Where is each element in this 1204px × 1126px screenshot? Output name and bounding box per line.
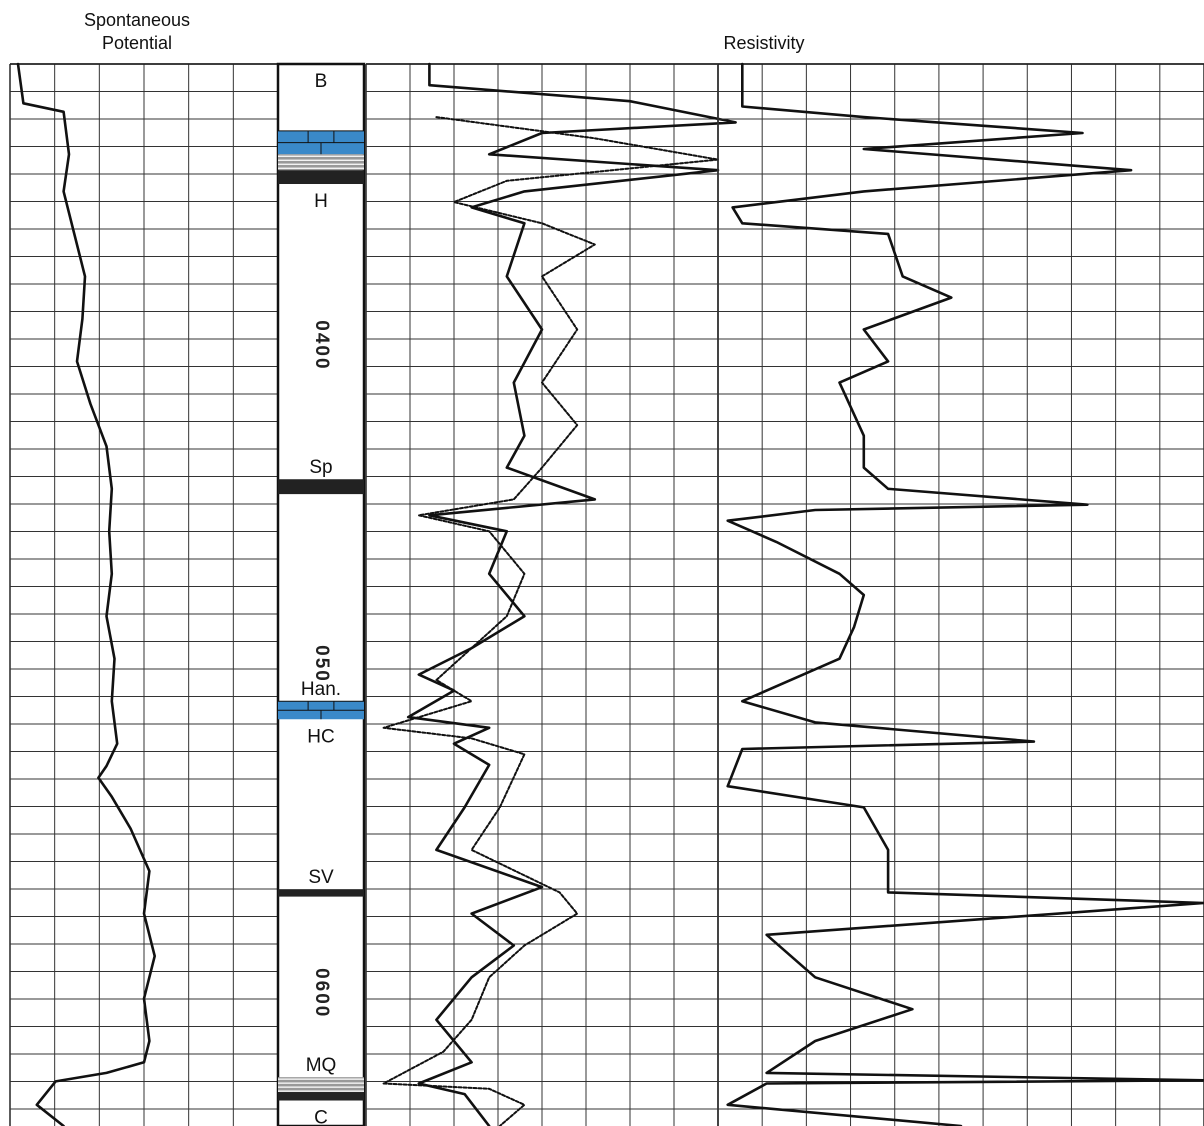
unit-band <box>278 889 364 897</box>
depth-marker: 050 <box>311 645 332 683</box>
resistivity-track-2-curve-1 <box>726 62 1204 1126</box>
resistivity-track-header: Resistivity <box>723 33 804 53</box>
unit-label: HC <box>307 726 334 747</box>
resistivity-track-1 <box>365 62 737 1126</box>
unit-label: H <box>314 191 328 212</box>
track-headers: Spontaneous Potential Resistivity <box>84 10 805 53</box>
resistivity-track-1-grid <box>365 63 719 1126</box>
resistivity-track-2-grid <box>717 63 1204 1126</box>
depth-marker: 0400 <box>311 320 332 370</box>
boundary-label: MQ <box>306 1055 337 1076</box>
sp-track-header-line-1: Spontaneous <box>84 10 190 30</box>
resistivity-track-2 <box>717 62 1204 1126</box>
depth-marker: 0600 <box>311 968 332 1018</box>
boundary-label: Han. <box>301 679 341 700</box>
unit-label: C <box>314 1108 328 1126</box>
boundary-label: SV <box>308 867 334 888</box>
resistivity-track-1-curve-2 <box>382 116 719 1126</box>
boundary-label: Sp <box>309 457 332 478</box>
unit-band <box>278 479 364 495</box>
sp-track-curve-1 <box>16 62 156 1126</box>
unit-band <box>278 154 364 171</box>
unit-band <box>278 170 364 185</box>
unit-band <box>278 1092 364 1101</box>
sp-track-header-line-2: Potential <box>102 33 172 53</box>
unit-label: B <box>315 71 328 92</box>
sp-track <box>9 62 279 1126</box>
lithology-column-frame <box>276 62 366 1126</box>
lithology-column: B H HC C Sp Han. SV MQ 0400 050 0600 <box>276 62 366 1126</box>
resistivity-track-1-curve-1 <box>406 62 737 1126</box>
sp-track-grid <box>9 63 279 1126</box>
unit-band <box>278 1077 364 1093</box>
